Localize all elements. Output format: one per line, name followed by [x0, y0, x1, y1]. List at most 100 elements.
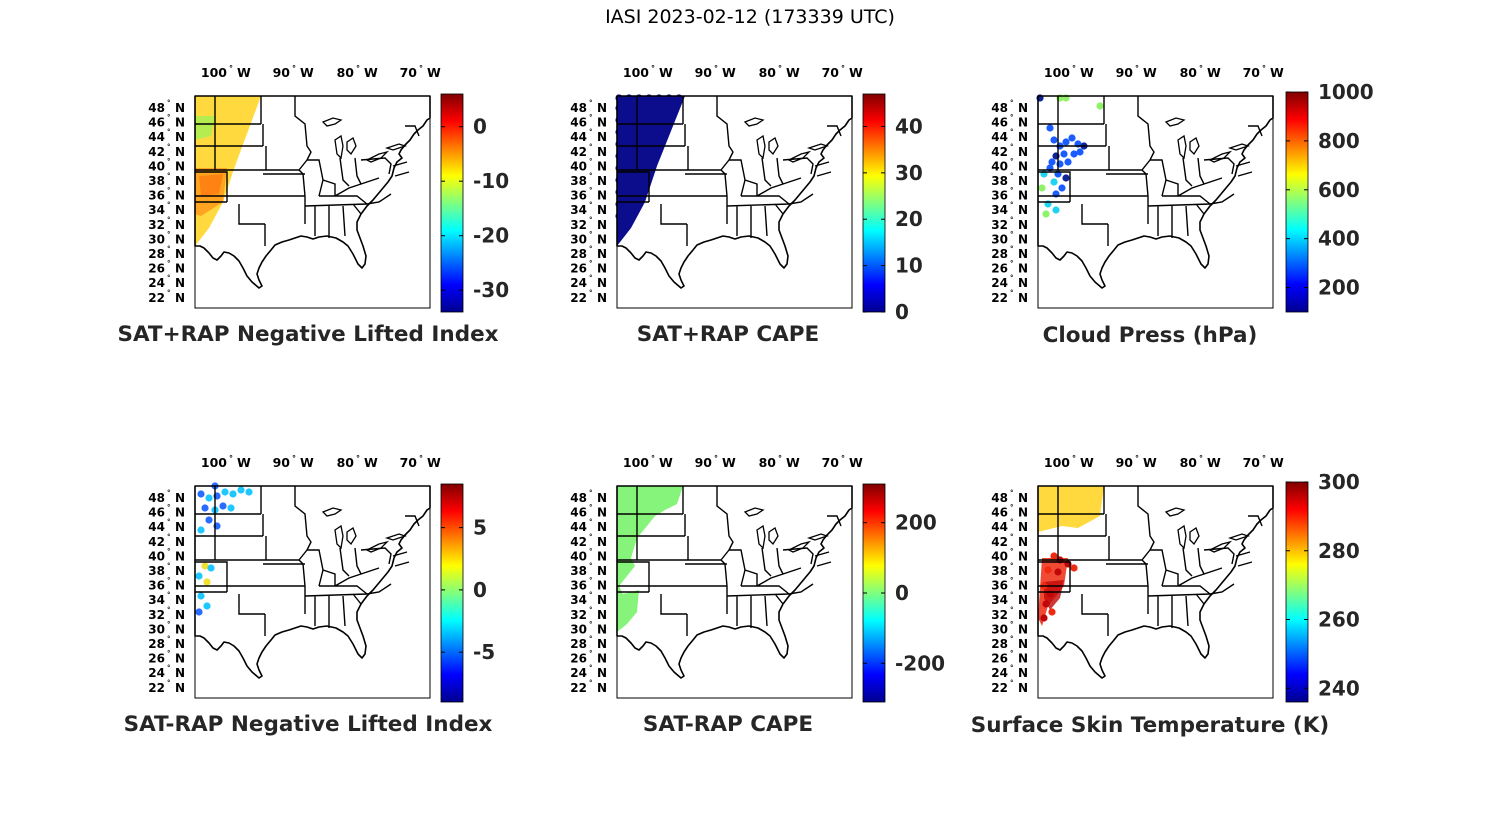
- footprint-dot: [221, 488, 229, 496]
- satellite-swath-4: [199, 174, 223, 196]
- latitude-hemisphere: N: [175, 535, 185, 549]
- latitude-label: 28: [570, 247, 587, 261]
- latitude-label: 32: [991, 218, 1008, 232]
- great-lakes: [321, 117, 408, 163]
- latitude-hemisphere: N: [597, 652, 607, 666]
- degree-symbol: °: [1010, 274, 1014, 282]
- colorbar-3: [1285, 91, 1309, 313]
- latitude-hemisphere: N: [597, 593, 607, 607]
- degree-symbol: °: [778, 64, 782, 73]
- footprint-dot: [1050, 136, 1058, 144]
- degree-symbol: °: [167, 664, 171, 672]
- degree-symbol: °: [229, 64, 233, 73]
- latitude-label: 30: [991, 622, 1008, 636]
- latitude-hemisphere: N: [1018, 145, 1028, 159]
- degree-symbol: °: [167, 547, 171, 555]
- coastline: [616, 485, 853, 679]
- map-frame: [616, 95, 853, 309]
- latitude-hemisphere: N: [175, 276, 185, 290]
- footprint-dot: [1062, 138, 1070, 146]
- degree-symbol: °: [167, 489, 171, 497]
- map-panel-5: [616, 485, 853, 699]
- degree-symbol: °: [292, 64, 296, 73]
- longitude-hemisphere: W: [1080, 455, 1094, 470]
- degree-symbol: °: [589, 577, 593, 585]
- latitude-label: 36: [148, 579, 165, 593]
- longitude-hemisphere: W: [1207, 65, 1221, 80]
- latitude-hemisphere: N: [1018, 681, 1028, 695]
- satellite-swath-1: [1038, 486, 1104, 532]
- degree-symbol: °: [778, 454, 782, 463]
- longitude-label: 70: [822, 65, 840, 80]
- latitude-label: 46: [991, 116, 1008, 130]
- degree-symbol: °: [1010, 489, 1014, 497]
- longitude-hemisphere: W: [1207, 455, 1221, 470]
- degree-symbol: °: [1010, 114, 1014, 122]
- longitude-label: 70: [400, 455, 418, 470]
- degree-symbol: °: [1010, 562, 1014, 570]
- degree-symbol: °: [167, 245, 171, 253]
- degree-symbol: °: [589, 260, 593, 268]
- state-borders: [195, 96, 420, 246]
- degree-symbol: °: [167, 577, 171, 585]
- latitude-label: 26: [570, 652, 587, 666]
- latitude-hemisphere: N: [1018, 593, 1028, 607]
- latitude-hemisphere: N: [597, 622, 607, 636]
- latitude-hemisphere: N: [175, 637, 185, 651]
- degree-symbol: °: [1135, 454, 1139, 463]
- degree-symbol: °: [651, 64, 655, 73]
- latitude-hemisphere: N: [597, 520, 607, 534]
- latitude-label: 32: [991, 608, 1008, 622]
- latitude-label: 32: [148, 218, 165, 232]
- latitude-hemisphere: N: [175, 666, 185, 680]
- degree-symbol: °: [1010, 128, 1014, 136]
- longitude-hemisphere: W: [659, 455, 673, 470]
- degree-symbol: °: [1072, 454, 1076, 463]
- degree-symbol: °: [841, 454, 845, 463]
- latitude-hemisphere: N: [1018, 218, 1028, 232]
- latitude-label: 46: [148, 116, 165, 130]
- longitude-hemisphere: W: [849, 65, 863, 80]
- latitude-hemisphere: N: [597, 564, 607, 578]
- footprint-dot: [229, 490, 237, 498]
- longitude-label: 80: [337, 65, 355, 80]
- longitude-label: 100: [1044, 65, 1070, 80]
- map-frame: [1037, 485, 1274, 699]
- degree-symbol: °: [1135, 64, 1139, 73]
- degree-symbol: °: [167, 274, 171, 282]
- latitude-hemisphere: N: [175, 218, 185, 232]
- latitude-hemisphere: N: [175, 506, 185, 520]
- latitude-label: 26: [570, 262, 587, 276]
- latitude-hemisphere: N: [597, 608, 607, 622]
- latitude-hemisphere: N: [1018, 622, 1028, 636]
- footprint-dot: [1052, 206, 1060, 214]
- latitude-hemisphere: N: [1018, 159, 1028, 173]
- degree-symbol: °: [167, 518, 171, 526]
- degree-symbol: °: [589, 650, 593, 658]
- latitude-label: 22: [991, 681, 1008, 695]
- degree-symbol: °: [167, 679, 171, 687]
- footprint-dot: [195, 608, 203, 616]
- degree-symbol: °: [167, 620, 171, 628]
- latitude-hemisphere: N: [175, 189, 185, 203]
- map-panel-6: [1037, 485, 1274, 699]
- latitude-label: 22: [148, 291, 165, 305]
- degree-symbol: °: [651, 454, 655, 463]
- degree-symbol: °: [589, 620, 593, 628]
- footprint-dot: [1068, 134, 1076, 142]
- degree-symbol: °: [589, 230, 593, 238]
- degree-symbol: °: [356, 454, 360, 463]
- map-background: [1038, 96, 1273, 308]
- latitude-hemisphere: N: [1018, 174, 1028, 188]
- colorbar-label: 30: [895, 161, 923, 185]
- colorbar-label: 1000: [1318, 80, 1374, 104]
- degree-symbol: °: [589, 664, 593, 672]
- panel-title: SAT+RAP Negative Lifted Index: [117, 322, 498, 347]
- latitude-label: 48: [148, 101, 165, 115]
- latitude-hemisphere: N: [597, 579, 607, 593]
- longitude-hemisphere: W: [427, 455, 441, 470]
- footprint-dot: [201, 562, 209, 570]
- degree-symbol: °: [1010, 620, 1014, 628]
- panel-title: Cloud Press (hPa): [1043, 323, 1258, 348]
- latitude-label: 34: [570, 203, 587, 217]
